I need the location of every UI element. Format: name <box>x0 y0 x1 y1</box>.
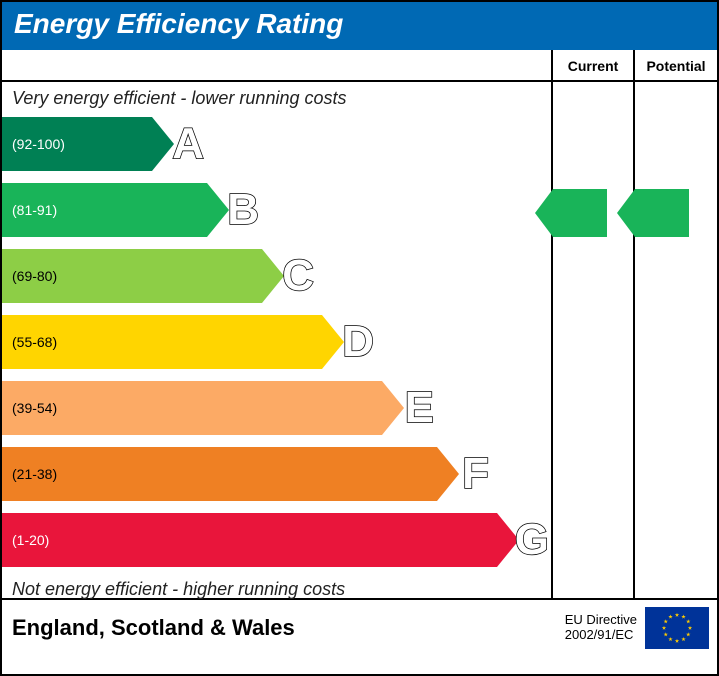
band-row-b: (81-91) B <box>2 179 551 241</box>
rating-marker-current: 85 <box>535 189 607 237</box>
body-row: Very energy efficient - lower running co… <box>2 82 717 598</box>
band-arrow-a <box>152 117 174 171</box>
header-blank <box>2 50 553 80</box>
band-letter-a: A <box>172 119 204 169</box>
epc-chart: Energy Efficiency Rating Current Potenti… <box>0 0 719 676</box>
band-arrow-f <box>437 447 459 501</box>
chart-title: Energy Efficiency Rating <box>2 2 717 50</box>
band-row-g: (1-20) G <box>2 509 551 571</box>
band-arrow-c <box>262 249 284 303</box>
header-row: Current Potential <box>2 50 717 82</box>
column-current: 85 <box>553 82 635 598</box>
band-row-e: (39-54) E <box>2 377 551 439</box>
caption-bottom: Not energy efficient - higher running co… <box>2 575 551 600</box>
band-range-e: (39-54) <box>2 400 57 416</box>
band-letter-b: B <box>227 185 259 235</box>
rating-marker-value-potential: 85 <box>617 237 689 285</box>
caption-top: Very energy efficient - lower running co… <box>2 88 551 113</box>
band-bar-g: (1-20)G <box>2 513 497 567</box>
band-letter-e: E <box>405 383 434 433</box>
band-range-g: (1-20) <box>2 532 49 548</box>
eu-directive-line2: 2002/91/EC <box>565 627 634 642</box>
band-bar-c: (69-80)C <box>2 249 262 303</box>
column-potential: 85 <box>635 82 717 598</box>
band-range-a: (92-100) <box>2 136 65 152</box>
band-row-c: (69-80) C <box>2 245 551 307</box>
bands-container: (92-100) A (81-91) B (69-80) C (55-68) D (39-54)… <box>2 113 551 571</box>
band-bar-e: (39-54)E <box>2 381 382 435</box>
band-arrow-e <box>382 381 404 435</box>
band-row-f: (21-38) F <box>2 443 551 505</box>
rating-marker-value-current: 85 <box>535 237 607 285</box>
bars-area: Very energy efficient - lower running co… <box>2 82 553 598</box>
band-bar-a: (92-100)A <box>2 117 152 171</box>
eu-directive-line1: EU Directive <box>565 612 637 627</box>
band-letter-c: C <box>282 251 314 301</box>
band-bar-d: (55-68)D <box>2 315 322 369</box>
band-letter-d: D <box>342 317 374 367</box>
rating-marker-potential: 85 <box>617 189 689 237</box>
rating-marker-shape-current <box>535 189 607 237</box>
footer-row: England, Scotland & Wales EU Directive 2… <box>2 598 717 656</box>
rating-marker-shape-potential <box>617 189 689 237</box>
band-range-f: (21-38) <box>2 466 57 482</box>
band-range-d: (55-68) <box>2 334 57 350</box>
header-current: Current <box>553 50 635 80</box>
footer-region: England, Scotland & Wales <box>2 615 537 641</box>
band-bar-b: (81-91)B <box>2 183 207 237</box>
band-letter-g: G <box>515 515 549 565</box>
band-range-b: (81-91) <box>2 202 57 218</box>
band-arrow-b <box>207 183 229 237</box>
band-row-a: (92-100) A <box>2 113 551 175</box>
footer-eu: EU Directive 2002/91/EC <box>537 607 717 649</box>
band-letter-f: F <box>462 449 489 499</box>
eu-flag-icon <box>645 607 709 649</box>
band-row-d: (55-68) D <box>2 311 551 373</box>
band-range-c: (69-80) <box>2 268 57 284</box>
header-potential: Potential <box>635 50 717 80</box>
eu-directive-text: EU Directive 2002/91/EC <box>565 613 637 643</box>
band-bar-f: (21-38)F <box>2 447 437 501</box>
band-arrow-d <box>322 315 344 369</box>
